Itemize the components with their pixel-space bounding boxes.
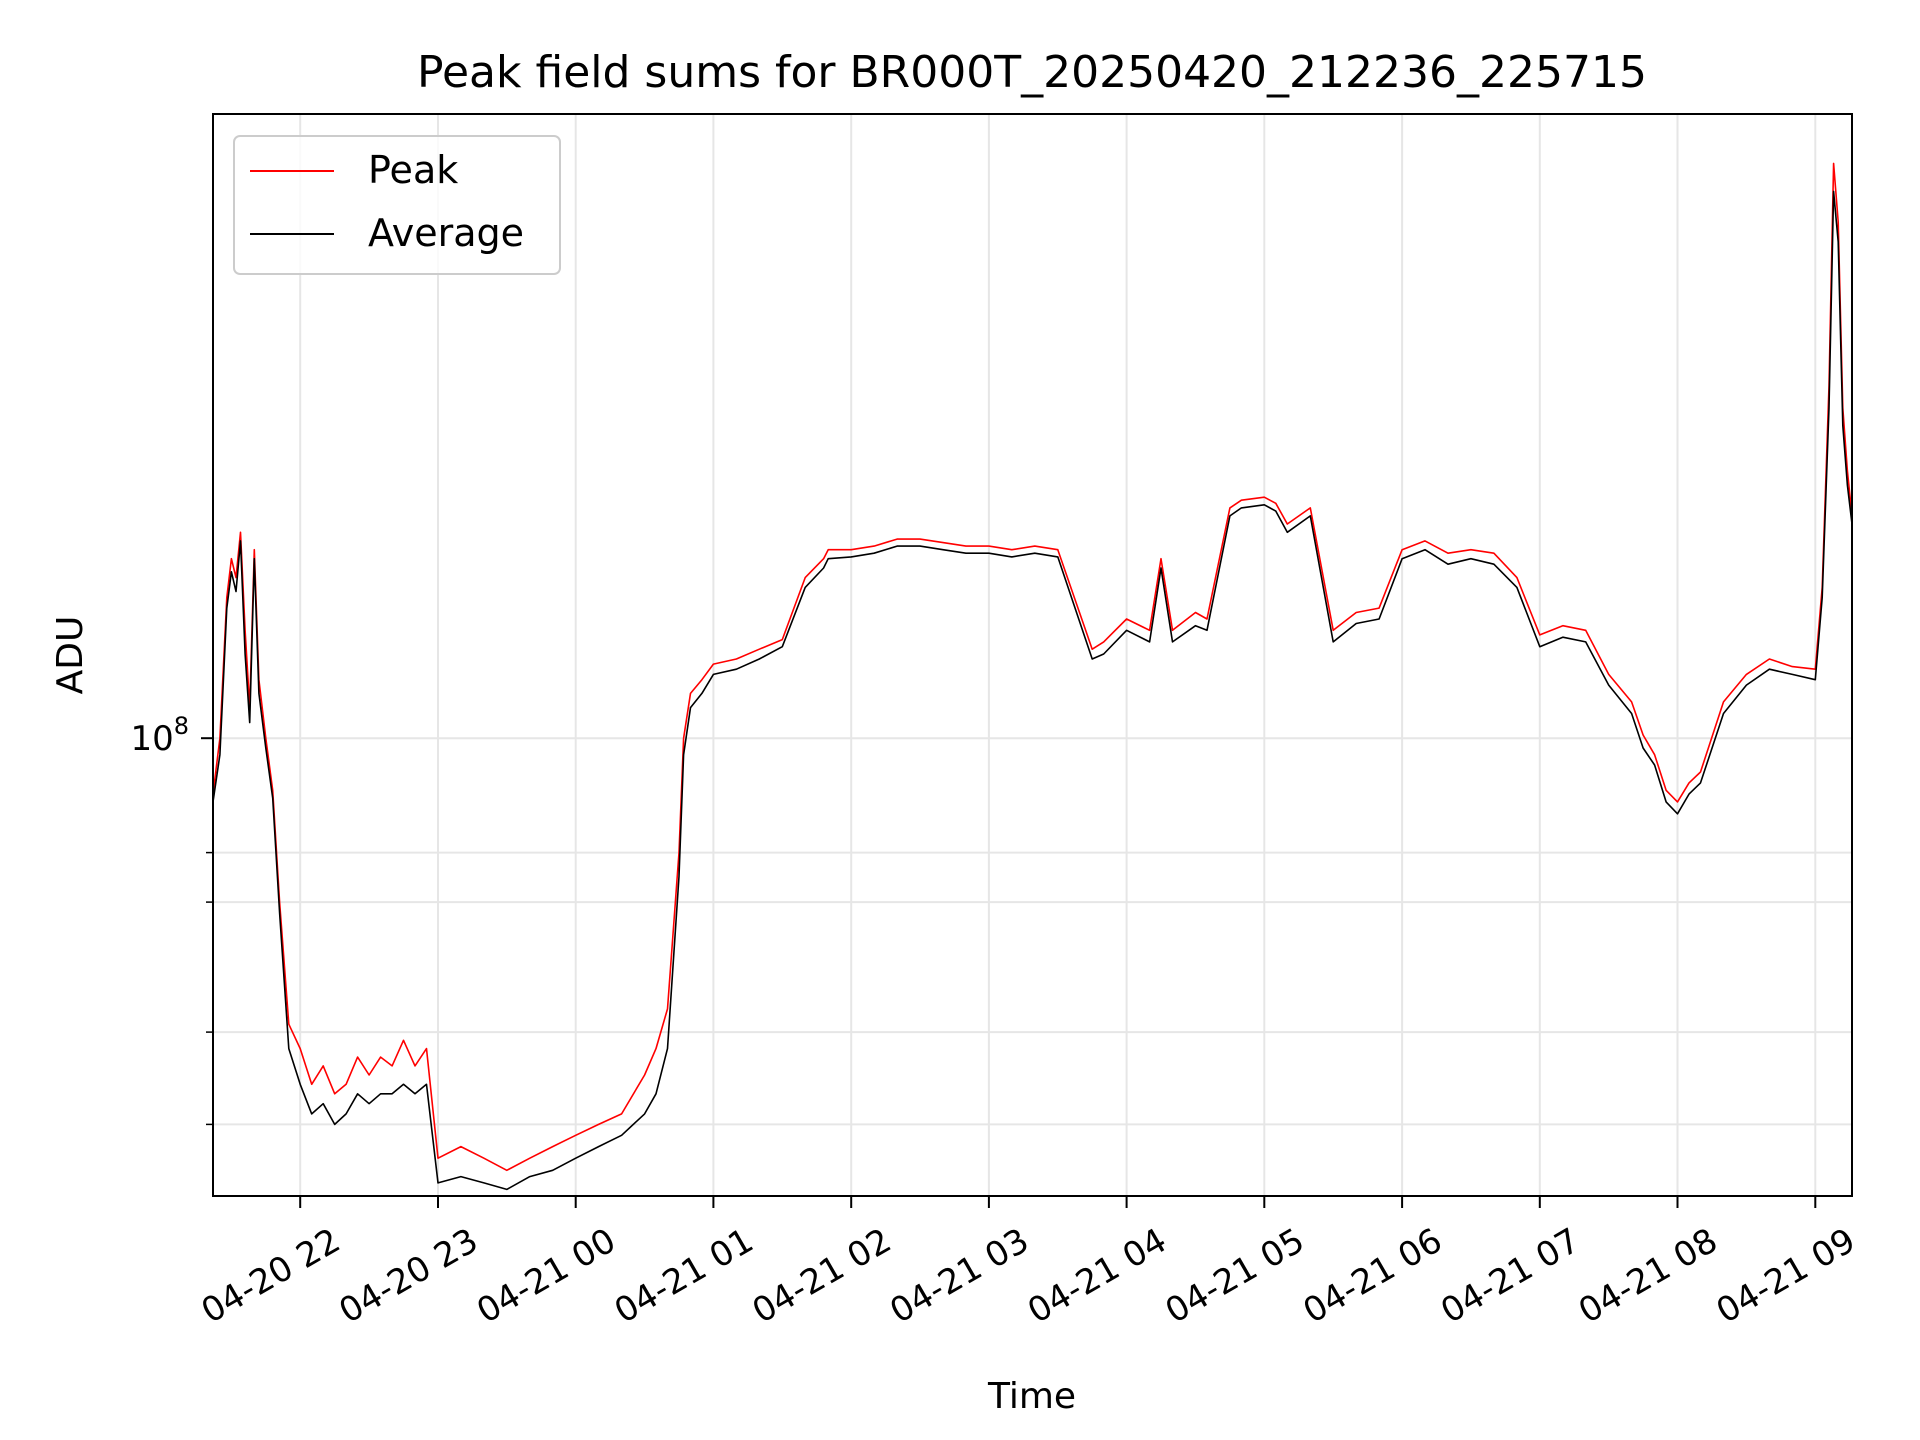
y-axis-ticks: 108 <box>130 712 213 1126</box>
legend: Peak Average <box>233 135 561 275</box>
series-layer <box>213 162 1852 1191</box>
x-axis-label: Time <box>987 1376 1076 1417</box>
plot-frame <box>212 113 1853 1197</box>
y-tick-label: 108 <box>130 712 189 759</box>
chart-title: Peak field sums for BR000T_20250420_2122… <box>417 47 1647 98</box>
legend-label-peak: Peak <box>368 148 458 192</box>
series-line-peak <box>213 162 1852 1172</box>
legend-label-average: Average <box>368 211 524 255</box>
series-line-average <box>213 190 1852 1191</box>
grid <box>213 114 1852 1196</box>
y-axis-label: ADU <box>50 616 91 695</box>
